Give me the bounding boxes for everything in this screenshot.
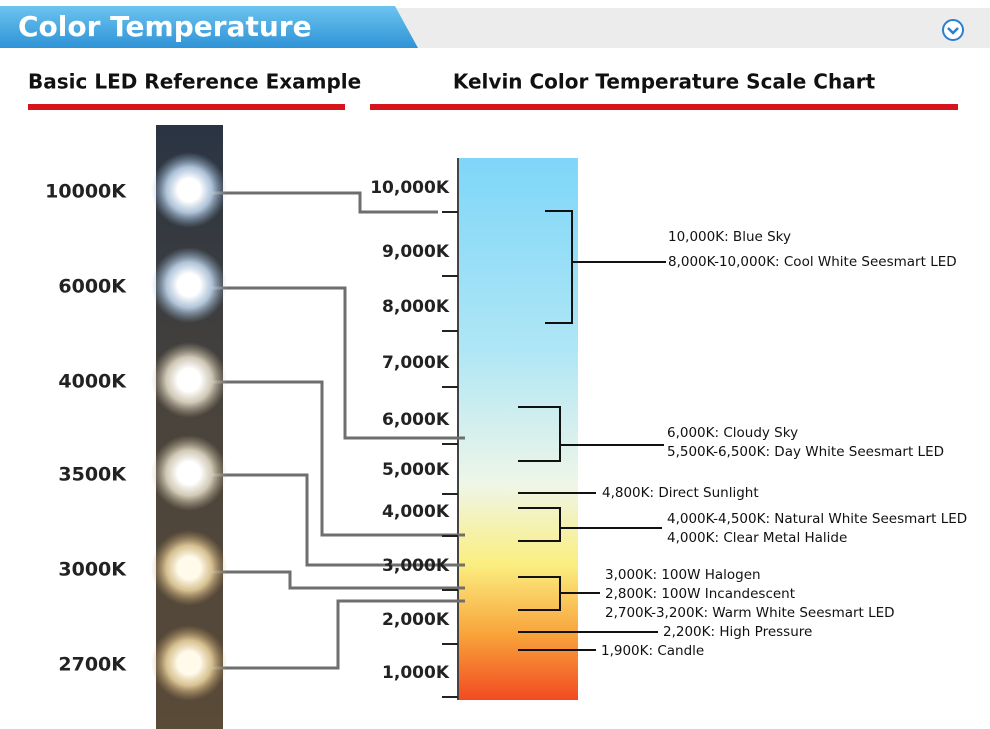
led-label: 6000K — [58, 276, 127, 298]
connector — [212, 380, 465, 537]
bracket — [518, 507, 561, 542]
annotation: 8,000K-10,000K: Cool White Seesmart LED — [668, 254, 957, 270]
led-label: 2700K — [58, 654, 127, 676]
connector — [212, 473, 465, 567]
led-glow — [151, 247, 227, 323]
left-title: Basic LED Reference Example — [28, 70, 361, 94]
annotation: 6,000K: Cloudy Sky — [667, 425, 798, 441]
scale-tick-label: 4,000K — [382, 502, 450, 522]
scale-tick-label: 9,000K — [382, 242, 450, 262]
annotation: 4,000K: Clear Metal Halide — [667, 530, 847, 546]
led-label: 3000K — [58, 559, 127, 581]
header-title: Color Temperature — [18, 10, 312, 43]
led-glow — [151, 435, 227, 511]
led-label: 3500K — [58, 464, 127, 486]
right-title: Kelvin Color Temperature Scale Chart — [453, 70, 876, 94]
connector — [212, 191, 438, 214]
led-label: 4000K — [58, 371, 127, 393]
annotation: 4,800K: Direct Sunlight — [602, 485, 759, 501]
button-circle[interactable] — [942, 19, 964, 41]
scale-tick-label: 2,000K — [382, 610, 450, 630]
bracket — [518, 406, 561, 462]
brackets — [518, 210, 666, 651]
connector — [212, 570, 465, 590]
generated: 10000K 6000K 4000K 3500K 3000K 2700K 10,000K 9,… — [45, 152, 967, 701]
led-glow — [151, 152, 227, 228]
bracket — [545, 210, 573, 324]
led-glow — [151, 625, 227, 701]
scale-tick-label: 3,000K — [382, 556, 450, 576]
connector — [212, 599, 465, 670]
annotation: 3,000K: 100W Halogen — [605, 567, 761, 583]
annotation: 10,000K: Blue Sky — [668, 229, 791, 245]
annotation: 4,000K-4,500K: Natural White Seesmart LE… — [667, 511, 967, 527]
led-glow — [151, 342, 227, 418]
collapse-button[interactable] — [942, 19, 964, 41]
scale-tick-label: 6,000K — [382, 410, 450, 430]
scale-tick-label: 7,000K — [382, 353, 450, 373]
annotation: 2,700K-3,200K: Warm White Seesmart LED — [605, 605, 895, 621]
scale-tick-label: 8,000K — [382, 297, 450, 317]
scale-tick-label: 10,000K — [370, 178, 450, 198]
right-underline — [370, 104, 958, 110]
scale-tick-label: 5,000K — [382, 460, 450, 480]
annotation: 2,200K: High Pressure — [663, 624, 812, 640]
annotation: 1,900K: Candle — [601, 643, 704, 659]
led-glow — [151, 530, 227, 606]
connector — [212, 286, 465, 440]
connectors — [212, 191, 465, 670]
header-tab — [0, 6, 418, 48]
annotation: 2,800K: 100W Incandescent — [605, 586, 795, 602]
left-underline — [28, 104, 345, 110]
button-chevron[interactable] — [947, 27, 959, 35]
led-label: 10000K — [45, 181, 127, 203]
annotation: 5,500K-6,500K: Day White Seesmart LED — [667, 444, 944, 460]
scale-tick-label: 1,000K — [382, 663, 450, 683]
